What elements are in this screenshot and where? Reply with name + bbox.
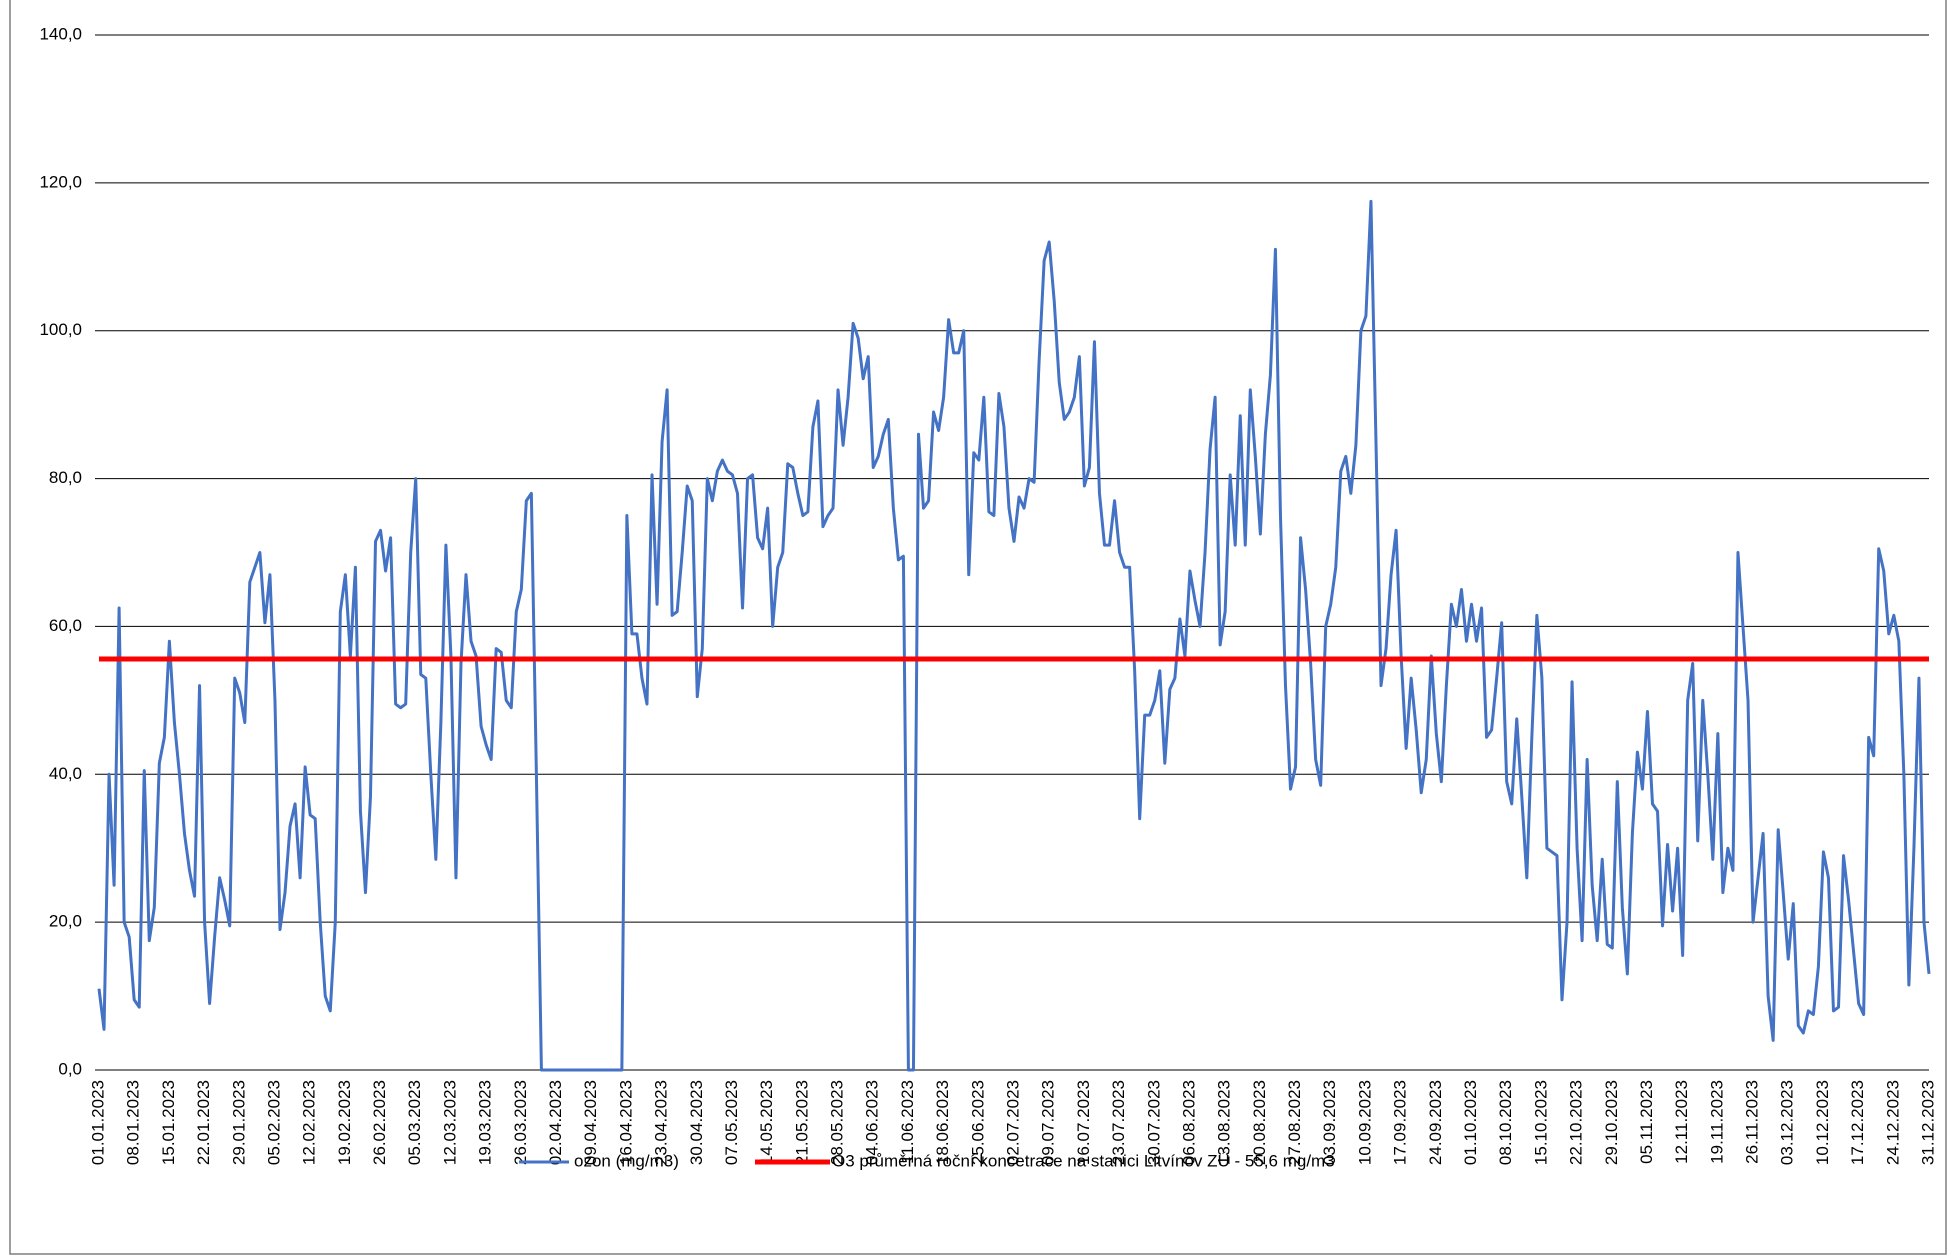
legend-label: O3 průměrná roční koncetrace na stanici … (832, 1151, 1335, 1170)
x-tick-label: 17.12.2023 (1848, 1080, 1867, 1165)
x-tick-label: 25.06.2023 (968, 1080, 987, 1165)
x-tick-label: 23.04.2023 (652, 1080, 671, 1165)
y-tick-label: 80,0 (49, 468, 82, 487)
y-tick-label: 20,0 (49, 912, 82, 931)
x-tick-label: 01.10.2023 (1461, 1080, 1480, 1165)
x-tick-label: 08.01.2023 (124, 1080, 143, 1165)
x-tick-label: 15.01.2023 (159, 1080, 178, 1165)
x-tick-label: 14.05.2023 (757, 1080, 776, 1165)
x-tick-label: 19.11.2023 (1707, 1080, 1726, 1164)
legend-label: ozon (mg/m3) (574, 1151, 679, 1170)
x-tick-label: 28.05.2023 (828, 1080, 847, 1165)
x-tick-label: 09.07.2023 (1039, 1080, 1058, 1165)
data-line (97, 199, 1931, 1072)
x-tick-label: 15.10.2023 (1531, 1080, 1550, 1165)
x-tick-label: 26.03.2023 (511, 1080, 530, 1165)
x-tick-label: 31.12.2023 (1918, 1080, 1937, 1165)
x-tick-label: 01.01.2023 (88, 1080, 107, 1165)
x-tick-label: 08.10.2023 (1496, 1080, 1515, 1165)
x-tick-label: 12.11.2023 (1672, 1080, 1691, 1164)
x-tick-label: 04.06.2023 (863, 1080, 882, 1165)
x-tick-label: 17.09.2023 (1391, 1080, 1410, 1165)
chart-frame (9, 0, 1947, 1255)
x-tick-label: 09.04.2023 (581, 1080, 600, 1165)
x-tick-label: 12.03.2023 (440, 1080, 459, 1165)
x-tick-label: 18.06.2023 (933, 1080, 952, 1165)
x-tick-label: 03.09.2023 (1320, 1080, 1339, 1165)
y-tick-label: 140,0 (39, 24, 82, 43)
x-tick-label: 10.09.2023 (1355, 1080, 1374, 1165)
x-tick-label: 07.05.2023 (722, 1080, 741, 1165)
x-tick-label: 16.07.2023 (1074, 1080, 1093, 1165)
x-tick-label: 29.01.2023 (229, 1080, 248, 1165)
x-tick-label: 26.02.2023 (370, 1080, 389, 1165)
x-tick-label: 24.12.2023 (1883, 1080, 1902, 1165)
x-tick-label: 23.07.2023 (1109, 1080, 1128, 1165)
y-tick-label: 40,0 (49, 764, 82, 783)
x-tick-label: 22.10.2023 (1567, 1080, 1586, 1165)
x-tick-label: 27.08.2023 (1285, 1080, 1304, 1165)
x-tick-label: 10.12.2023 (1813, 1080, 1832, 1165)
x-tick-label: 26.11.2023 (1743, 1080, 1762, 1164)
x-tick-label: 20.08.2023 (1250, 1080, 1269, 1165)
x-tick-label: 02.04.2023 (546, 1080, 565, 1165)
x-tick-label: 30.04.2023 (687, 1080, 706, 1165)
x-tick-label: 29.10.2023 (1602, 1080, 1621, 1165)
x-tick-label: 13.08.2023 (1215, 1080, 1234, 1165)
y-tick-label: 120,0 (39, 172, 82, 191)
x-tick-label: 16.04.2023 (616, 1080, 635, 1165)
x-tick-label: 05.11.2023 (1637, 1080, 1656, 1164)
x-tick-label: 19.03.2023 (476, 1080, 495, 1165)
x-tick-label: 21.05.2023 (792, 1080, 811, 1165)
y-tick-label: 100,0 (39, 320, 82, 339)
x-tick-label: 02.07.2023 (1003, 1080, 1022, 1165)
x-tick-label: 06.08.2023 (1179, 1080, 1198, 1165)
y-tick-label: 0,0 (58, 1059, 82, 1078)
x-tick-label: 24.09.2023 (1426, 1080, 1445, 1165)
x-tick-label: 05.02.2023 (264, 1080, 283, 1165)
x-tick-label: 19.02.2023 (335, 1080, 354, 1165)
x-tick-label: 22.01.2023 (194, 1080, 213, 1165)
y-tick-label: 60,0 (49, 616, 82, 635)
x-tick-label: 30.07.2023 (1144, 1080, 1163, 1165)
x-tick-label: 05.03.2023 (405, 1080, 424, 1165)
x-tick-label: 11.06.2023 (898, 1080, 917, 1164)
x-tick-label: 03.12.2023 (1778, 1080, 1797, 1165)
x-tick-label: 12.02.2023 (300, 1080, 319, 1165)
